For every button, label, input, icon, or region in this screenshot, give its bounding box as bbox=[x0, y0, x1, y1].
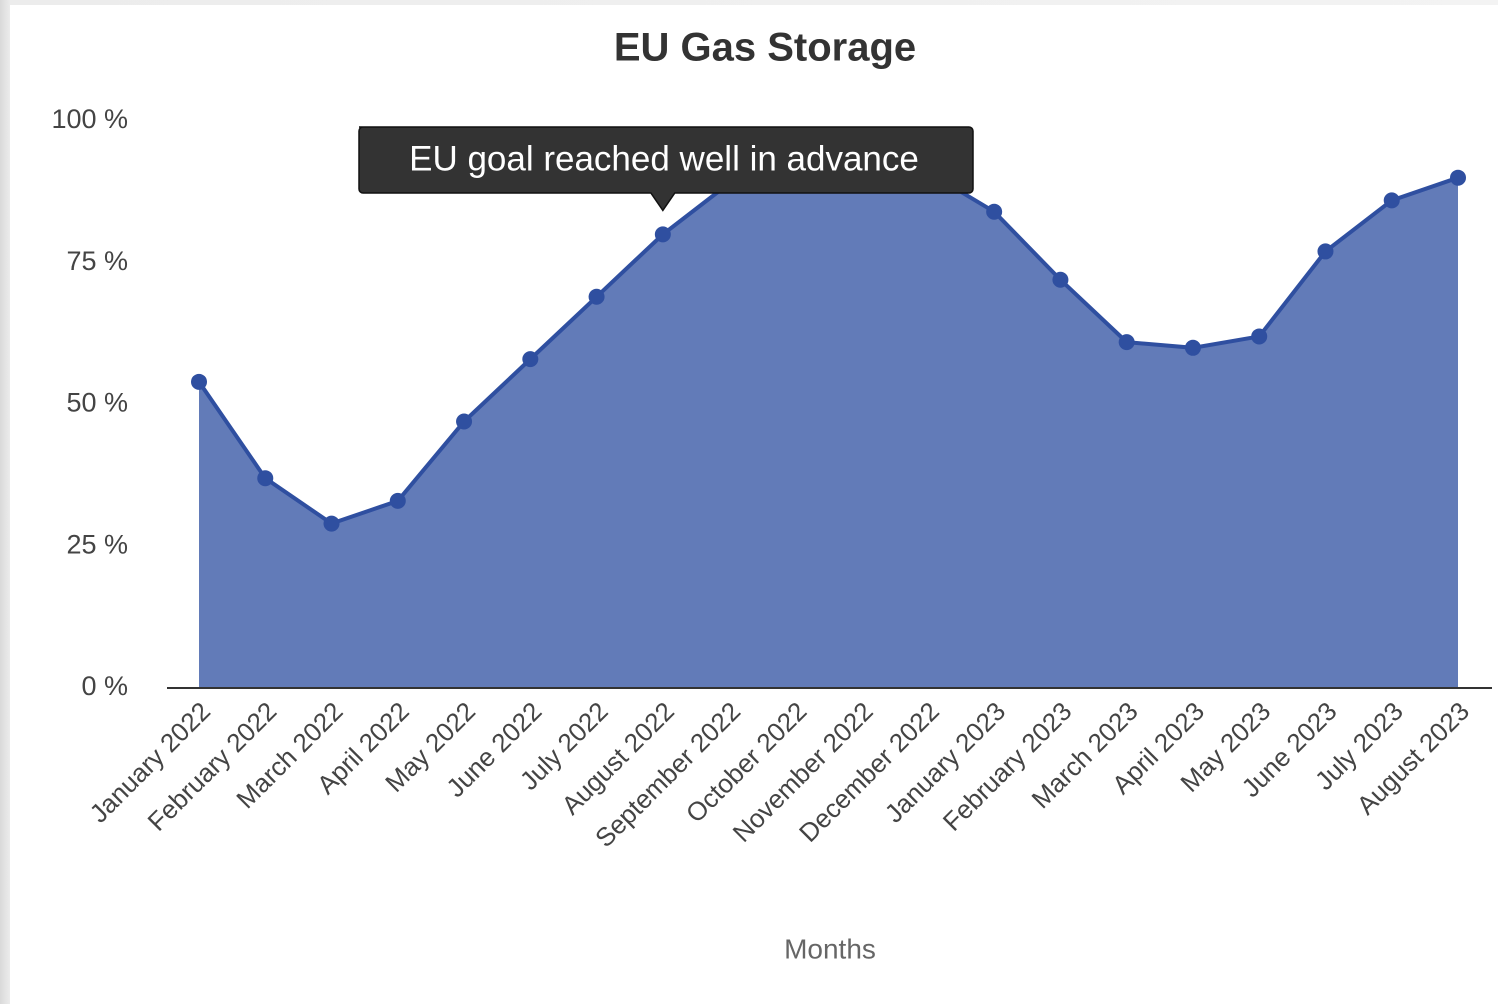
y-tick-label: 0 % bbox=[81, 671, 128, 701]
data-point bbox=[1450, 169, 1466, 186]
data-point bbox=[1184, 339, 1201, 356]
y-tick-label: 75 % bbox=[66, 246, 128, 276]
chart-title: EU Gas Storage bbox=[614, 26, 916, 70]
y-tick-label: 25 % bbox=[66, 529, 128, 559]
data-point bbox=[1251, 328, 1268, 345]
data-point bbox=[588, 288, 605, 305]
annotation-box bbox=[358, 126, 974, 212]
data-point bbox=[456, 413, 473, 430]
data-point bbox=[323, 515, 340, 532]
x-axis-title: Months bbox=[784, 933, 876, 964]
data-point bbox=[257, 470, 274, 487]
data-point bbox=[1118, 334, 1135, 351]
data-point bbox=[1317, 243, 1334, 260]
data-point bbox=[654, 226, 671, 243]
data-point bbox=[1383, 192, 1400, 209]
data-point bbox=[522, 351, 539, 368]
y-tick-label: 100 % bbox=[51, 104, 128, 134]
area-fill bbox=[199, 143, 1458, 688]
annotation-text: EU goal reached well in advance bbox=[409, 139, 919, 178]
annotation: EU goal reached well in advance bbox=[358, 126, 974, 212]
data-point bbox=[191, 373, 207, 390]
data-point bbox=[1052, 271, 1069, 288]
data-point bbox=[389, 492, 406, 509]
y-tick-label: 50 % bbox=[66, 388, 128, 418]
data-point bbox=[986, 203, 1003, 220]
